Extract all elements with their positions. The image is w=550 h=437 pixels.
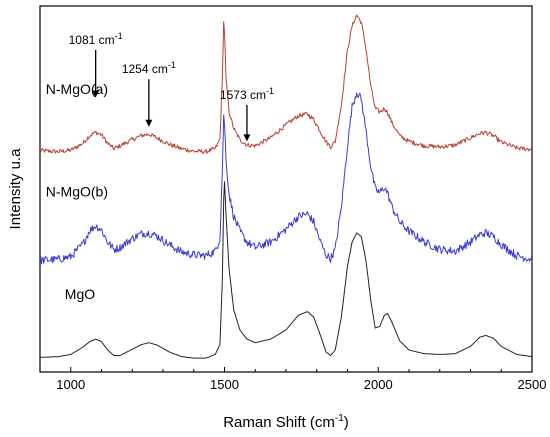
series-line-mgo (39, 181, 533, 359)
x-tick-label-2000: 2000 (364, 377, 393, 392)
annotation-label: 1081 cm-1 (69, 31, 123, 47)
series-group (39, 14, 533, 359)
series-line-n-mgo-a- (39, 14, 533, 155)
series-label: N-MgO(a) (46, 81, 108, 97)
annotation-arrow-head (243, 134, 251, 142)
series-line-n-mgo-b- (39, 92, 533, 265)
x-tick-label-2500: 2500 (518, 377, 547, 392)
x-axis-title: Raman Shift (cm-1) (223, 413, 349, 431)
series-label: MgO (65, 286, 95, 302)
x-tick-label-1500: 1500 (210, 377, 239, 392)
annotation-label: 1573 cm-1 (220, 86, 274, 102)
x-axis-ticks: 1000 1500 2000 2500 (56, 367, 546, 392)
series-labels: N-MgO(a) N-MgO(b) MgO (46, 81, 108, 302)
y-axis-title: Intensity u.a (7, 148, 24, 230)
annotation-arrow-head (92, 90, 100, 98)
x-tick-label-1000: 1000 (56, 377, 85, 392)
annotation-label: 1254 cm-1 (122, 60, 176, 76)
plot-frame (39, 5, 533, 373)
annotation-arrow-head (145, 119, 153, 127)
series-label: N-MgO(b) (46, 183, 108, 199)
peak-annotations: 1081 cm-1 1254 cm-1 1573 cm-1 (69, 31, 274, 142)
